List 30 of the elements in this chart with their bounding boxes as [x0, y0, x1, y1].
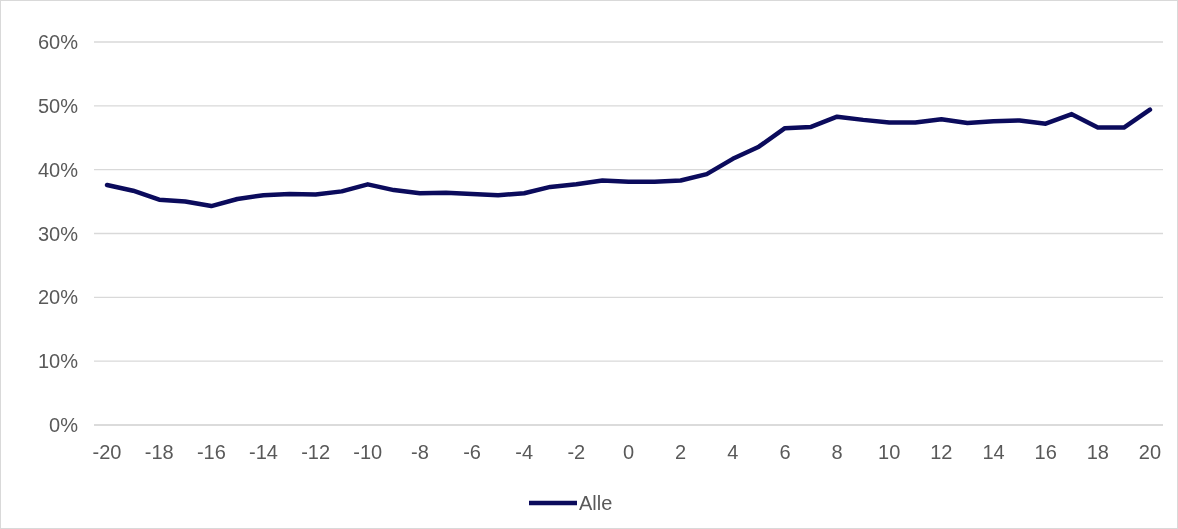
y-tick-label: 10% — [37, 350, 79, 373]
x-tick-label: -12 — [301, 441, 331, 463]
x-tick-label: -6 — [463, 441, 481, 463]
y-tick-label: 30% — [37, 222, 79, 245]
x-tick-label: -18 — [144, 441, 174, 463]
x-tick-label: 4 — [727, 441, 739, 463]
line-series — [104, 107, 1153, 209]
x-tick-label: 0 — [622, 441, 635, 463]
x-tick-label: 10 — [878, 441, 901, 463]
x-tick-label: 16 — [1034, 441, 1057, 463]
x-tick-label: 2 — [675, 441, 687, 463]
y-tick-label: 20% — [37, 286, 79, 309]
y-tick-label: 0% — [49, 414, 79, 436]
x-tick-label: -20 — [92, 441, 122, 463]
y-tick-label: 50% — [37, 94, 79, 117]
x-tick-label: 14 — [982, 441, 1005, 463]
x-tick-label: -14 — [249, 441, 278, 463]
x-tick-label: 8 — [831, 441, 843, 463]
y-tick-label: 40% — [37, 158, 79, 181]
x-tick-label: -16 — [196, 441, 226, 463]
x-tick-label: 12 — [930, 441, 953, 463]
x-tick-label: -8 — [411, 441, 429, 463]
y-tick-label: 60% — [37, 31, 79, 53]
x-tick-label: 18 — [1086, 441, 1109, 463]
x-tick-label: -10 — [353, 441, 383, 463]
x-tick-label: -4 — [515, 441, 534, 463]
x-tick-label: 6 — [779, 441, 791, 463]
x-tick-label: 20 — [1138, 441, 1162, 463]
legend-label: Alle — [579, 492, 613, 514]
x-tick-label: -2 — [567, 441, 586, 463]
